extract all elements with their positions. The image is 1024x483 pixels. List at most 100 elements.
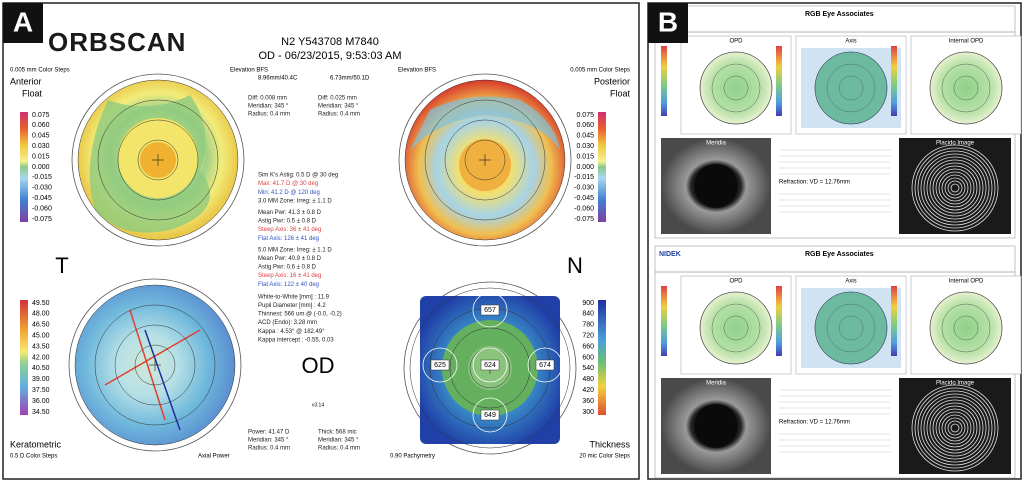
- placido-ring: [917, 150, 993, 226]
- scale-label: 900: [582, 300, 594, 307]
- map-ring: [826, 63, 876, 113]
- map: [929, 291, 1003, 365]
- scale-label: 0.000: [32, 164, 50, 171]
- pupil: [694, 164, 738, 208]
- map-title: OPD: [729, 279, 743, 285]
- stat-line: ACD (Endo): 3.28 mm: [258, 320, 317, 326]
- image-title: Placido Image: [936, 141, 975, 147]
- thickness-value: 674: [539, 362, 551, 369]
- placido-ring: [941, 414, 969, 442]
- placido-ring: [911, 384, 999, 472]
- scale-label: 0.060: [32, 122, 50, 129]
- logo: ORBSCAN: [48, 27, 186, 57]
- color-scale: [598, 112, 606, 222]
- scale-label: 0.030: [32, 143, 50, 150]
- placido-ring: [935, 408, 975, 448]
- value-box: [480, 304, 500, 316]
- map-ring: [838, 75, 864, 101]
- value-box: [480, 359, 500, 371]
- scale-label: -0.060: [574, 205, 594, 212]
- scale-label: 600: [582, 354, 594, 361]
- placido-ring: [920, 393, 990, 463]
- map-ring: [404, 79, 566, 241]
- stat-line: Kappa intercept : -0.55, 0.03: [258, 337, 334, 343]
- scale-label: 0.000: [576, 164, 594, 171]
- map-ring: [941, 303, 991, 353]
- panel-a-badge: [3, 3, 43, 43]
- stat-line: Meridian: 345 °: [248, 438, 289, 444]
- refraction: Refraction: VD = 12.76mm: [779, 180, 850, 186]
- map-caption: Axial Power: [198, 454, 230, 460]
- scale-label: -0.030: [32, 185, 52, 192]
- placido-ring: [923, 156, 987, 220]
- stat-line: Min: 41.2 D @ 120 deg: [258, 190, 320, 196]
- placido-ring: [911, 144, 999, 232]
- scale-label: 0.075: [576, 112, 594, 119]
- refraction: Refraction: VD = 12.76mm: [779, 420, 850, 426]
- map-ring: [409, 287, 571, 449]
- map-ring: [134, 344, 176, 386]
- clinic: RGB Eye Associates: [805, 11, 874, 18]
- stat-line: Max: 41.7 D @ 30 deg: [258, 181, 318, 187]
- map-ring: [814, 291, 888, 365]
- scale-label: 300: [582, 409, 594, 416]
- placido-image: [899, 138, 1011, 234]
- scale-label: -0.015: [32, 174, 52, 181]
- map-ring: [114, 324, 196, 406]
- zone-circle: [472, 292, 508, 328]
- color-scale: [20, 112, 28, 222]
- placido-ring: [926, 399, 984, 457]
- stat-line: Steep Axis: 16 ± 41 deg: [258, 273, 321, 279]
- side-label: T: [55, 253, 68, 278]
- exam-date: OD - 06/23/2015, 9:53:03 AM: [258, 50, 401, 62]
- map-ring: [464, 139, 506, 181]
- axis-overlay: [801, 288, 901, 368]
- map-title: Internal OPD: [949, 279, 984, 285]
- color-scale: [891, 286, 897, 356]
- placido-ring: [938, 411, 972, 445]
- map-ring: [424, 99, 546, 221]
- placido-ring: [947, 180, 963, 196]
- stat-line: Diff: 0.008 mm: [248, 96, 287, 102]
- scale-label: 480: [582, 376, 594, 383]
- stat-line: Sim K's Astig: 0.5 D @ 30 deg: [258, 173, 338, 179]
- scale-label: 0.015: [32, 153, 50, 160]
- scale-label: 360: [582, 398, 594, 405]
- scale-label: -0.015: [574, 174, 594, 181]
- map-ring: [838, 315, 864, 341]
- scale-label: 46.50: [32, 322, 50, 329]
- color-scale: [661, 46, 667, 116]
- stat-line: Power: 41.47 D: [248, 430, 290, 436]
- map-title: Axis: [845, 39, 856, 45]
- scale-label: 0.045: [32, 133, 50, 140]
- scale-label: -0.060: [32, 205, 52, 212]
- map-ring: [711, 63, 761, 113]
- map-ring: [699, 291, 773, 365]
- scale-label: 37.50: [32, 387, 50, 394]
- stat-line: Kappa : 4.53° @ 182.49°: [258, 329, 325, 335]
- map-ring: [94, 304, 216, 426]
- version: v3.14: [312, 402, 324, 408]
- placido-ring: [923, 396, 987, 460]
- map-ring: [117, 119, 199, 201]
- scale-label: 840: [582, 311, 594, 318]
- value-box: [535, 359, 555, 371]
- scale-label: 0.015: [576, 153, 594, 160]
- map-ring: [74, 284, 236, 446]
- stat-line: Astig Pwr: 0.5 ± 0.8 D: [258, 219, 317, 225]
- map-ring: [814, 51, 888, 125]
- map-ring: [929, 291, 1003, 365]
- color-scale: [598, 300, 606, 415]
- color-scale: [20, 300, 28, 415]
- scale-label: 0.075: [32, 112, 50, 119]
- scale-label: 0.045: [576, 133, 594, 140]
- patient-id: N2 Y543708 M7840: [281, 36, 379, 48]
- panel-label: B: [658, 6, 678, 37]
- bfs-label: Elevation BFS: [230, 68, 268, 74]
- map-ring: [723, 315, 749, 341]
- thickness-value: 657: [484, 307, 496, 314]
- stat-line: Pupil Diameter [mm] : 4.2: [258, 303, 326, 309]
- scale-label: -0.075: [32, 216, 52, 223]
- stat-line: 3.0 MM Zone: Irreg: ± 1.1 D: [258, 198, 332, 204]
- stat-line: Meridian: 345 °: [318, 104, 359, 110]
